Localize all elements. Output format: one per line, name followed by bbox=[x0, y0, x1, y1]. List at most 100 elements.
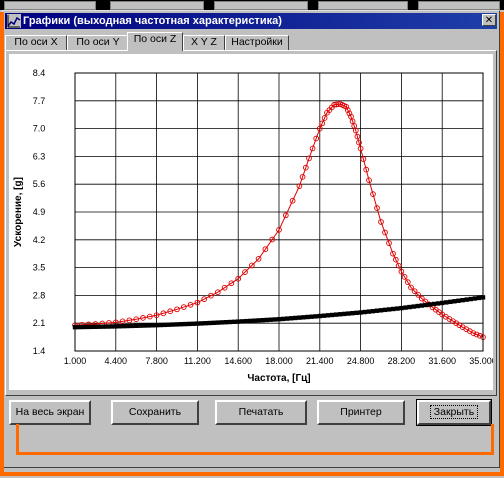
data-point bbox=[101, 324, 106, 329]
data-point bbox=[313, 135, 320, 142]
tab-axis-y[interactable]: По оси Y bbox=[67, 35, 129, 50]
data-point bbox=[215, 320, 220, 325]
data-point bbox=[370, 191, 376, 197]
data-point bbox=[199, 321, 204, 326]
data-point bbox=[109, 324, 114, 329]
y-tick-label: 6.3 bbox=[33, 151, 46, 161]
data-point bbox=[317, 313, 322, 319]
data-point bbox=[382, 307, 388, 313]
data-point bbox=[435, 301, 441, 306]
data-point bbox=[297, 315, 302, 320]
tab-settings[interactable]: Настройки bbox=[225, 35, 289, 50]
data-point bbox=[470, 330, 477, 336]
data-point bbox=[272, 317, 278, 322]
data-point bbox=[269, 236, 276, 243]
data-point bbox=[472, 296, 478, 301]
data-point bbox=[293, 315, 298, 321]
data-point bbox=[146, 323, 151, 328]
data-point bbox=[374, 308, 380, 313]
data-point bbox=[235, 275, 242, 282]
data-point bbox=[325, 313, 331, 318]
data-point bbox=[207, 320, 212, 326]
data-point bbox=[203, 321, 208, 326]
lower-empty-area bbox=[7, 435, 495, 465]
data-point bbox=[191, 321, 196, 326]
data-point bbox=[174, 306, 180, 313]
close-icon[interactable]: ✕ bbox=[482, 14, 496, 26]
data-point bbox=[378, 308, 384, 313]
data-point bbox=[360, 156, 367, 162]
close-button[interactable]: Закрыть bbox=[416, 399, 492, 426]
data-point bbox=[299, 174, 306, 180]
data-point bbox=[93, 324, 98, 329]
data-point bbox=[408, 284, 414, 291]
data-point bbox=[260, 317, 265, 323]
printer-button[interactable]: Принтер bbox=[317, 400, 405, 425]
tab-axis-z[interactable]: По оси Z bbox=[127, 32, 183, 51]
data-point bbox=[358, 310, 363, 315]
data-point bbox=[401, 274, 408, 280]
data-point bbox=[390, 250, 396, 257]
data-point bbox=[142, 323, 147, 328]
data-point bbox=[333, 101, 340, 108]
data-point bbox=[89, 324, 94, 330]
print-button[interactable]: Печатать bbox=[215, 400, 307, 425]
data-point bbox=[338, 312, 343, 317]
y-tick-label: 1.4 bbox=[33, 346, 46, 356]
title-bar[interactable]: Графики (выходная частотная характеристи… bbox=[5, 13, 497, 29]
data-point bbox=[357, 145, 364, 152]
data-point bbox=[305, 314, 310, 320]
data-point bbox=[187, 301, 194, 308]
tab-axis-x[interactable]: По оси X bbox=[5, 35, 67, 50]
data-point bbox=[354, 310, 359, 316]
data-point bbox=[182, 321, 188, 327]
x-tick-label: 4.400 bbox=[105, 356, 128, 366]
button-bar: На весь экран Сохранить Печатать Принтер… bbox=[5, 399, 497, 430]
data-point bbox=[76, 324, 82, 330]
x-tick-label: 7.800 bbox=[145, 356, 168, 366]
data-point bbox=[255, 256, 262, 262]
data-point bbox=[386, 240, 392, 246]
data-point bbox=[134, 323, 139, 328]
x-tick-label: 1.000 bbox=[64, 356, 87, 366]
data-point bbox=[411, 288, 418, 295]
y-tick-label: 2.1 bbox=[33, 318, 46, 328]
y-tick-label: 7.7 bbox=[33, 96, 46, 106]
data-point bbox=[242, 269, 248, 275]
data-point bbox=[346, 311, 351, 316]
data-point bbox=[276, 317, 282, 322]
tab-panel: 1.000 4.400 7.800 11.200 14.600 18.000 21.400 2… bbox=[5, 50, 497, 396]
y-tick-label: 4.9 bbox=[33, 207, 46, 217]
data-point bbox=[282, 212, 289, 219]
data-point bbox=[264, 317, 269, 323]
data-point bbox=[121, 323, 127, 329]
save-button[interactable]: Сохранить bbox=[111, 400, 199, 425]
data-point bbox=[214, 289, 221, 296]
data-point bbox=[321, 313, 327, 318]
data-point bbox=[227, 319, 233, 325]
plot-border bbox=[74, 72, 484, 352]
data-point bbox=[236, 319, 241, 324]
data-point bbox=[289, 197, 296, 204]
data-point bbox=[201, 296, 208, 302]
data-point bbox=[356, 139, 362, 146]
data-point bbox=[452, 299, 457, 304]
data-point bbox=[296, 183, 303, 190]
data-point bbox=[404, 279, 411, 286]
data-point bbox=[343, 103, 350, 110]
data-point bbox=[370, 308, 376, 314]
y-tick-label: 7.0 bbox=[33, 124, 46, 134]
data-point bbox=[363, 166, 370, 173]
tab-xyz[interactable]: X Y Z bbox=[183, 35, 225, 50]
data-point bbox=[411, 304, 416, 309]
data-point bbox=[331, 101, 338, 108]
data-point bbox=[392, 256, 399, 263]
frequency-response-chart: 1.000 4.400 7.800 11.200 14.600 18.000 21.400 2… bbox=[9, 54, 493, 390]
x-axis-label: Частота, [Гц] bbox=[247, 373, 310, 384]
data-point bbox=[306, 155, 312, 162]
data-point bbox=[423, 302, 429, 308]
data-point bbox=[248, 318, 253, 324]
data-point bbox=[391, 306, 396, 312]
fullscreen-button[interactable]: На весь экран bbox=[9, 400, 91, 425]
data-point bbox=[85, 324, 90, 330]
